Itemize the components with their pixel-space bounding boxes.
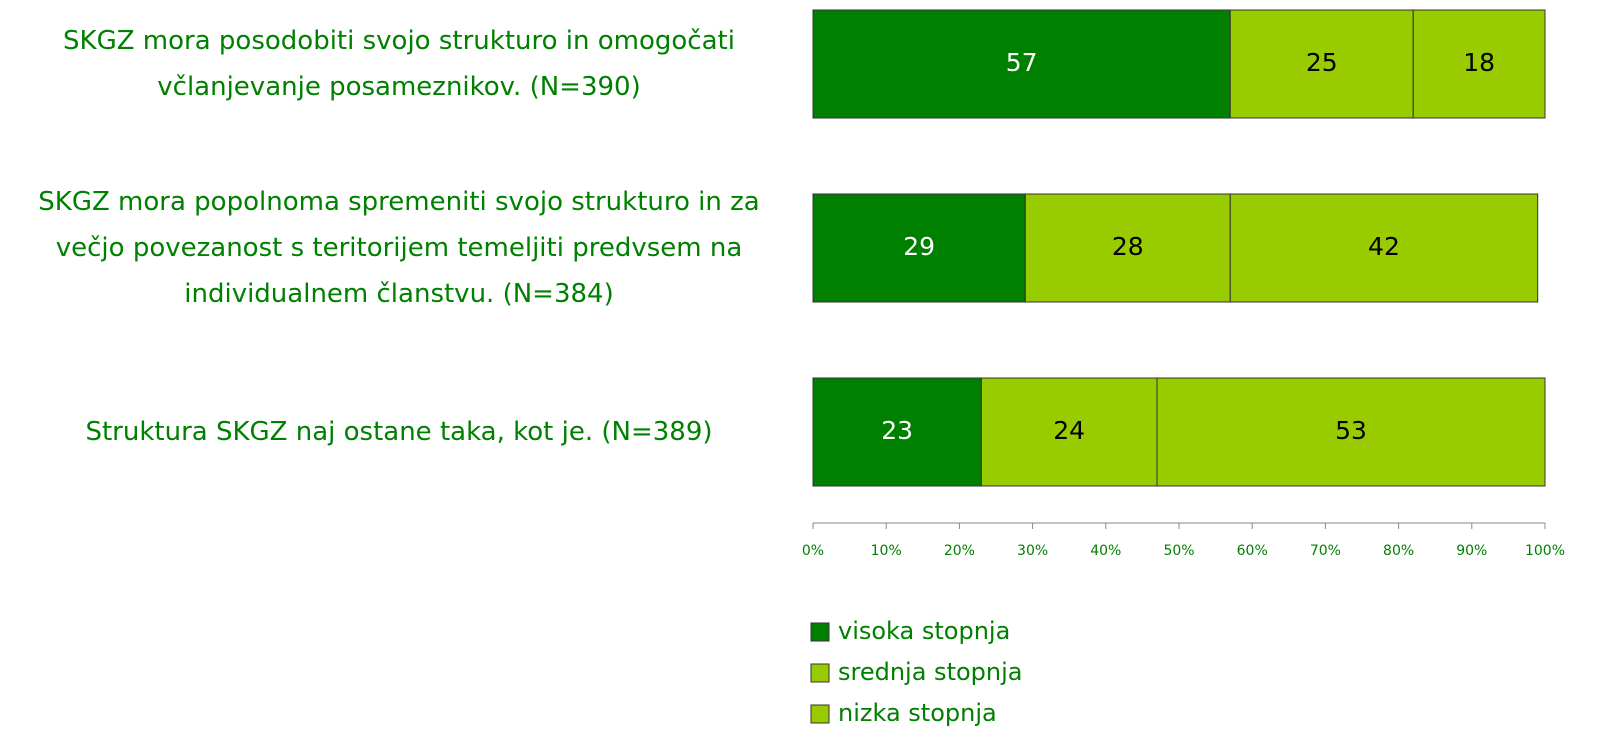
x-tick-label: 50% bbox=[1163, 543, 1194, 559]
x-tick-label: 100% bbox=[1525, 543, 1565, 559]
x-tick-label: 80% bbox=[1383, 543, 1414, 559]
category-label: SKGZ mora posodobiti svojo strukturo in … bbox=[63, 26, 735, 102]
bar-segment bbox=[812, 377, 982, 487]
legend-swatch bbox=[810, 663, 830, 683]
value-label: 18 bbox=[1463, 48, 1495, 77]
x-tick-label: 40% bbox=[1090, 543, 1121, 559]
value-label: 42 bbox=[1368, 232, 1400, 261]
bar-segment bbox=[1412, 9, 1546, 119]
x-tick-label: 20% bbox=[944, 543, 975, 559]
x-tick-label: 10% bbox=[871, 543, 902, 559]
bar-segment bbox=[1156, 377, 1546, 487]
bar-segment bbox=[1024, 193, 1231, 303]
category-label: SKGZ mora popolnoma spremeniti svojo str… bbox=[38, 187, 760, 309]
category-label: Struktura SKGZ naj ostane taka, kot je. … bbox=[85, 417, 713, 447]
value-label: 24 bbox=[1053, 416, 1085, 445]
bar-segment bbox=[812, 9, 1231, 119]
x-tick-label: 70% bbox=[1310, 543, 1341, 559]
legend-swatch bbox=[810, 622, 830, 642]
legend-swatch bbox=[810, 704, 830, 724]
x-tick-label: 90% bbox=[1456, 543, 1487, 559]
value-label: 57 bbox=[1006, 48, 1038, 77]
bar-segment bbox=[980, 377, 1158, 487]
bar-segment bbox=[812, 193, 1026, 303]
value-label: 28 bbox=[1112, 232, 1144, 261]
value-label: 29 bbox=[903, 232, 935, 261]
x-tick-label: 30% bbox=[1017, 543, 1048, 559]
value-label: 23 bbox=[881, 416, 913, 445]
legend-label: visoka stopnja bbox=[838, 617, 1010, 645]
x-tick-label: 0% bbox=[802, 543, 824, 559]
x-tick-label: 60% bbox=[1237, 543, 1268, 559]
value-label: 53 bbox=[1335, 416, 1367, 445]
legend-label: srednja stopnja bbox=[838, 658, 1022, 686]
bar-segment bbox=[1229, 193, 1539, 303]
bar-segment bbox=[1229, 9, 1414, 119]
legend-label: nizka stopnja bbox=[838, 699, 997, 727]
value-label: 25 bbox=[1306, 48, 1338, 77]
